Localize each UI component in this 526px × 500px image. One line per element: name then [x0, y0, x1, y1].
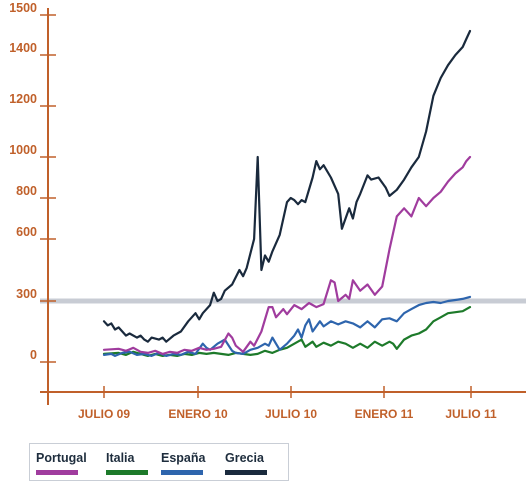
legend-label-espana: España	[161, 451, 206, 465]
legend-item-grecia: Grecia	[225, 451, 281, 475]
x-tick-label: ENERO 10	[168, 407, 228, 421]
series-lines	[102, 29, 472, 357]
x-tick-label: JULIO 09	[78, 407, 130, 421]
legend-label-grecia: Grecia	[225, 451, 264, 465]
x-axis-ticks: JULIO 09 ENERO 10 JULIO 10 ENERO 11 JULIO 11	[78, 386, 497, 421]
axes-layer	[40, 8, 526, 405]
x-tick-label: JULIO 10	[265, 407, 317, 421]
y-tick-label: 1400	[9, 41, 37, 55]
series-line-italia	[102, 306, 472, 357]
x-tick-label: ENERO 11	[355, 407, 414, 421]
y-axis-ticks: 0 300 600 800 1000 1200 1400 1500	[9, 1, 56, 363]
series-line-portugal	[102, 155, 472, 355]
legend-item-italia: Italia	[106, 451, 162, 475]
legend-item-espana: España	[161, 451, 217, 475]
legend-item-portugal: Portugal	[36, 451, 92, 475]
series-line-espana	[102, 295, 472, 357]
legend-swatch-portugal	[36, 470, 78, 475]
legend-swatch-italia	[106, 470, 148, 475]
y-tick-label: 1200	[9, 92, 37, 106]
legend-swatch-grecia	[225, 470, 267, 475]
series-line-grecia	[102, 29, 472, 343]
x-tick-label: JULIO 11	[445, 407, 497, 421]
y-tick-label: 0	[30, 348, 37, 362]
legend-label-italia: Italia	[106, 451, 135, 465]
y-tick-label: 300	[16, 287, 37, 301]
y-tick-label: 600	[16, 225, 37, 239]
y-tick-label: 1500	[9, 1, 37, 15]
legend: Portugal Italia España Grecia	[29, 443, 289, 481]
y-tick-label: 800	[16, 184, 37, 198]
legend-swatch-espana	[161, 470, 203, 475]
y-tick-label: 1000	[9, 143, 37, 157]
legend-label-portugal: Portugal	[36, 451, 87, 465]
